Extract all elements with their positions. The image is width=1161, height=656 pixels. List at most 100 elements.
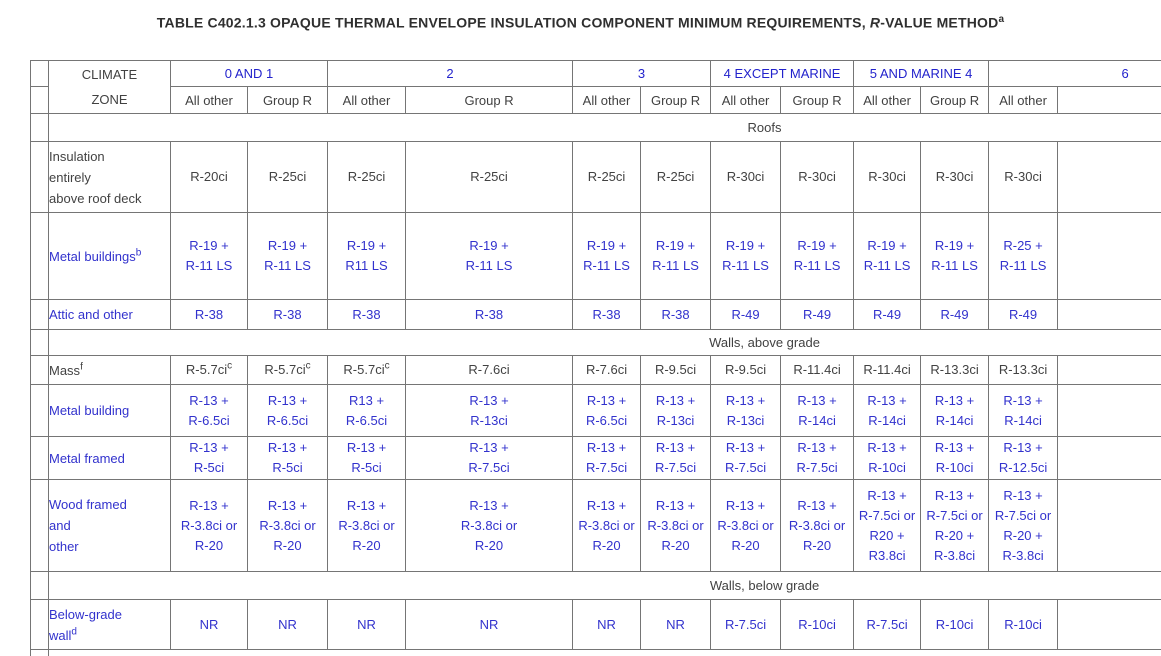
subcol-header-3-1: Group R — [780, 86, 855, 114]
value-cell: R-13 + R-7.5ci or R-20 + R-3.8ci — [988, 479, 1059, 572]
value-cell: R-19 + R-11 LS — [572, 212, 642, 300]
spacer-cell — [30, 60, 49, 87]
value-cell: R-13 + R-7.5ci — [640, 436, 712, 480]
value-cell: R-7.6ci — [405, 355, 574, 385]
value-cell: R-13 + R-3.8ci or R-20 — [246, 479, 329, 572]
value-cell: R-13 + R-6.5ci — [170, 384, 248, 437]
value-cell: R-13 + R-12.5ci — [988, 436, 1059, 480]
value-cell: R-38 — [170, 299, 248, 330]
value-cell: R13 + R-6.5ci — [327, 384, 407, 437]
section-header: Walls, above grade — [47, 329, 1161, 356]
value-cell: R-13 + R-3.8ci or R-20 — [572, 479, 642, 572]
value-cell: R-25ci — [327, 141, 407, 213]
subcol-header-0-1: Group R — [246, 86, 329, 114]
value-cell: R-38 — [572, 299, 642, 330]
value-cell: R-13 + R-14ci — [780, 384, 855, 437]
row-label: Metal buildingsb — [48, 212, 171, 300]
value-cell: R-30ci — [988, 141, 1059, 213]
row-label: Below-grade walld — [48, 599, 171, 650]
value-cell: R-13 + R-6.5ci — [246, 384, 329, 437]
value-cell: R-19 + R11 LS — [327, 212, 407, 300]
spacer-cell — [30, 649, 49, 656]
value-cell: R-13 + R-7.5ci or R-20 + R-3.8ci — [920, 479, 990, 572]
partial-row-cell — [47, 649, 1161, 656]
climate-zone-corner-header: CLIMATE ZONE — [48, 60, 171, 114]
value-cell: R-19 + R-11 LS — [246, 212, 329, 300]
table-title-rvalue-italic: R — [869, 14, 881, 31]
value-cell: NR — [170, 599, 248, 650]
zone-header-4: 5 AND MARINE 4 — [853, 60, 990, 87]
value-cell: R-19 + R-11 LS — [405, 212, 574, 300]
value-cell: R-25ci — [405, 141, 574, 213]
subcol-header-3-0: All other — [710, 86, 782, 114]
value-cell: R-10ci — [988, 599, 1059, 650]
zone-header-1: 2 — [327, 60, 574, 87]
spacer-cell — [30, 86, 49, 114]
row-label: Attic and other — [48, 299, 171, 330]
value-cell: R-13 + R-10ci — [920, 436, 990, 480]
zone-header-3: 4 EXCEPT MARINE — [710, 60, 855, 87]
spacer-cell — [30, 212, 49, 300]
value-cell: R-38 — [327, 299, 407, 330]
spacer-cell — [30, 329, 49, 356]
row-label: Insulation entirely above roof deck — [48, 141, 171, 213]
value-cell: R-5.7cic — [327, 355, 407, 385]
subcol-header-4-0: All other — [853, 86, 922, 114]
value-cell: R-13 + R-3.8ci or R-20 — [170, 479, 248, 572]
value-cell: R-38 — [246, 299, 329, 330]
table-title-text: TABLE C402.1.3 OPAQUE THERMAL ENVELOPE I… — [156, 14, 870, 31]
value-cell: NR — [640, 599, 712, 650]
subcol-header-1-0: All other — [327, 86, 407, 114]
value-cell: R-13 + R-13ci — [405, 384, 574, 437]
value-cell: R-5.7cic — [170, 355, 248, 385]
subcol-header-2-0: All other — [572, 86, 642, 114]
value-cell: R-13 + R-7.5ci or R20 + R3.8ci — [853, 479, 922, 572]
value-cell: R-13 + R-3.8ci or R-20 — [710, 479, 782, 572]
value-cell: R-13 + R-7.5ci — [572, 436, 642, 480]
zone-header-5: 6 — [988, 60, 1161, 87]
subcol-header-0-0: All other — [170, 86, 248, 114]
value-cell: R-13 + R-6.5ci — [572, 384, 642, 437]
value-cell: R-13 + R-3.8ci or R-20 — [780, 479, 855, 572]
value-cell: R-38 — [405, 299, 574, 330]
table-title-footnote: a — [998, 14, 1005, 25]
clipped-cell — [1057, 436, 1161, 480]
value-cell: R-30ci — [780, 141, 855, 213]
value-cell: R-19 + R-11 LS — [170, 212, 248, 300]
value-cell: R-13 + R-10ci — [853, 436, 922, 480]
value-cell: R-7.5ci — [710, 599, 782, 650]
value-cell: R-13 + R-13ci — [640, 384, 712, 437]
clipped-cell — [1057, 141, 1161, 213]
value-cell: R-10ci — [920, 599, 990, 650]
value-cell: R-13 + R-14ci — [853, 384, 922, 437]
row-label: Metal building — [48, 384, 171, 437]
spacer-cell — [30, 599, 49, 650]
table-title: TABLE C402.1.3 OPAQUE THERMAL ENVELOPE I… — [0, 14, 1161, 31]
value-cell: R-13 + R-5ci — [246, 436, 329, 480]
subcol-header-4-1: Group R — [920, 86, 990, 114]
value-cell: NR — [405, 599, 574, 650]
value-cell: R-30ci — [920, 141, 990, 213]
value-cell: R-10ci — [780, 599, 855, 650]
value-cell: R-13.3ci — [920, 355, 990, 385]
value-cell: R-5.7cic — [246, 355, 329, 385]
value-cell: R-49 — [710, 299, 782, 330]
value-cell: R-19 + R-11 LS — [710, 212, 782, 300]
spacer-cell — [30, 141, 49, 213]
value-cell: NR — [246, 599, 329, 650]
value-cell: R-13 + R-7.5ci — [405, 436, 574, 480]
zone-header-0: 0 AND 1 — [169, 60, 329, 87]
spacer-cell — [30, 436, 49, 480]
value-cell: R-13 + R-13ci — [710, 384, 782, 437]
clipped-cell — [1057, 479, 1161, 572]
value-cell: R-13 + R-3.8ci or R-20 — [327, 479, 407, 572]
spacer-cell — [30, 355, 49, 385]
clipped-cell — [1057, 212, 1161, 300]
spacer-cell — [30, 384, 49, 437]
value-cell: R-9.5ci — [640, 355, 712, 385]
value-cell: R-9.5ci — [710, 355, 782, 385]
subcol-header-5-1 — [1057, 86, 1161, 114]
value-cell: R-19 + R-11 LS — [780, 212, 855, 300]
value-cell: R-20ci — [170, 141, 248, 213]
